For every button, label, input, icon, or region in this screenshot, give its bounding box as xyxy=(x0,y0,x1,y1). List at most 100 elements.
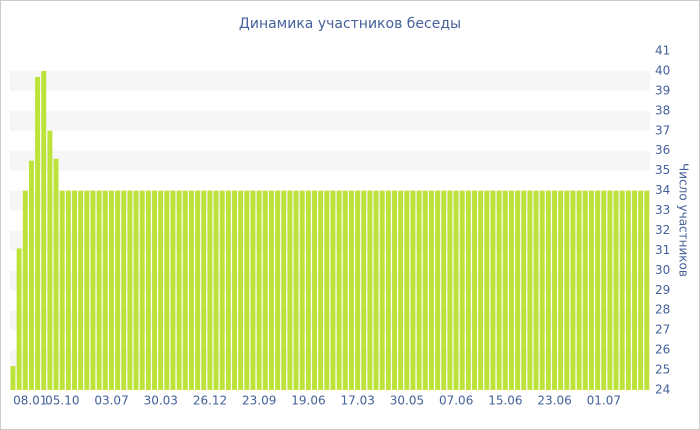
bar xyxy=(312,190,317,390)
bar xyxy=(441,190,447,390)
bar xyxy=(385,190,391,390)
y-tick-label: 24 xyxy=(655,383,670,397)
x-tick-label: 07.06 xyxy=(439,394,473,408)
bar xyxy=(361,190,367,390)
bar xyxy=(238,190,244,390)
bar xyxy=(287,190,293,390)
bar xyxy=(527,190,533,390)
y-tick-label: 38 xyxy=(655,103,670,117)
bar xyxy=(28,160,34,390)
bar xyxy=(219,190,225,390)
bar xyxy=(152,190,157,390)
x-tick-label: 26.12 xyxy=(193,394,227,408)
bar xyxy=(330,190,336,390)
bar xyxy=(348,190,354,390)
bar xyxy=(84,190,90,390)
y-tick-label: 26 xyxy=(655,343,670,357)
bar xyxy=(638,190,644,390)
bar xyxy=(318,190,324,390)
y-tick-label: 28 xyxy=(655,303,670,317)
bar xyxy=(355,190,361,390)
y-tick-label: 32 xyxy=(655,223,670,237)
bar xyxy=(521,190,527,390)
x-tick-label: 23.06 xyxy=(537,394,571,408)
y-tick-label: 41 xyxy=(655,44,670,58)
bar xyxy=(490,190,496,390)
x-tick-label: 23.09 xyxy=(242,394,276,408)
bar xyxy=(539,190,545,390)
bar xyxy=(428,190,434,390)
bar xyxy=(465,190,471,390)
y-axis-title: Число участников xyxy=(677,163,691,277)
bar xyxy=(53,158,59,390)
x-tick-label: 05.10 xyxy=(45,394,79,408)
bar xyxy=(164,190,170,390)
grid-band xyxy=(10,230,650,251)
bar xyxy=(552,190,557,390)
x-tick-label: 08.01 xyxy=(13,394,47,408)
y-tick-label: 25 xyxy=(655,363,670,377)
bar xyxy=(472,190,477,390)
bar xyxy=(570,190,576,390)
bar xyxy=(78,190,84,390)
grid-band xyxy=(10,350,650,371)
bar xyxy=(379,190,385,390)
y-tick-label: 36 xyxy=(655,143,670,157)
bar xyxy=(632,190,637,390)
bar xyxy=(182,190,188,390)
bar xyxy=(16,248,22,390)
grid-band xyxy=(10,190,650,211)
y-tick-label: 37 xyxy=(655,123,670,137)
bar xyxy=(484,190,490,390)
bar xyxy=(121,190,127,390)
bar xyxy=(256,190,262,390)
bar xyxy=(201,190,207,390)
bar xyxy=(47,130,53,390)
bar xyxy=(127,190,133,390)
bar xyxy=(558,190,564,390)
bar xyxy=(496,190,502,390)
bar xyxy=(416,190,422,390)
chart-title: Динамика участников беседы xyxy=(239,16,461,32)
y-tick-label: 33 xyxy=(655,203,670,217)
x-tick-label: 15.06 xyxy=(488,394,522,408)
bar xyxy=(582,190,588,390)
bar xyxy=(244,190,250,390)
bar xyxy=(139,190,145,390)
grid-band xyxy=(10,150,650,171)
bar xyxy=(595,190,601,390)
x-tick-label: 30.03 xyxy=(144,394,178,408)
grid-band xyxy=(10,110,650,131)
bar xyxy=(453,190,459,390)
bar xyxy=(145,190,151,390)
bar xyxy=(59,190,65,390)
bar xyxy=(601,190,607,390)
bar xyxy=(96,190,102,390)
grid-band xyxy=(10,70,650,91)
bar xyxy=(607,190,613,390)
bar xyxy=(22,190,28,390)
bar xyxy=(41,70,47,391)
bar xyxy=(90,190,96,390)
x-tick-label: 30.05 xyxy=(390,394,424,408)
bar xyxy=(232,190,237,390)
bar xyxy=(373,190,379,390)
y-tick-label: 30 xyxy=(655,263,670,277)
bar xyxy=(250,190,256,390)
bar xyxy=(533,190,539,390)
bar xyxy=(644,190,650,390)
bar xyxy=(478,190,484,390)
bar xyxy=(188,190,194,390)
bar xyxy=(262,190,268,390)
bar xyxy=(275,190,281,390)
bar xyxy=(422,190,428,390)
bar xyxy=(404,190,410,390)
y-tick-label: 35 xyxy=(655,163,670,177)
bar xyxy=(225,190,231,390)
bar xyxy=(447,190,453,390)
bar xyxy=(195,190,201,390)
bar xyxy=(576,190,582,390)
bar xyxy=(35,76,41,391)
x-tick-label: 19.06 xyxy=(291,394,325,408)
